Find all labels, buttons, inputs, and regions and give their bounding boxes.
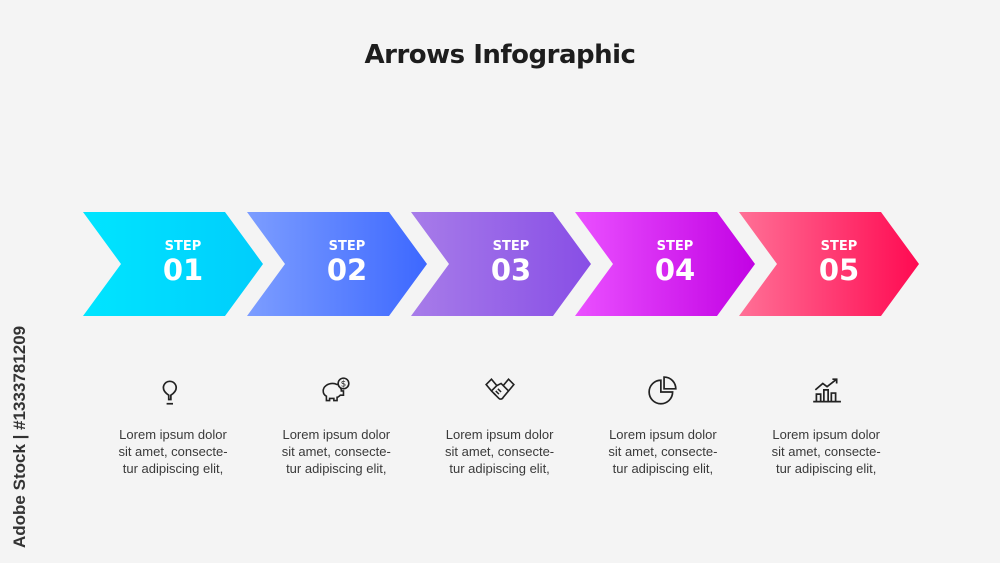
step-description-5: Lorem ipsum dolor sit amet, consecte-tur … [751,376,901,477]
step-description-2: $ Lorem ipsum dolor sit amet, consecte-tur… [261,376,411,477]
description-line: tur adipiscing elit, [612,461,714,476]
step-number: 05 [818,253,860,287]
step-word: STEP [656,239,694,254]
step-label-4: STEP 04 [615,239,735,287]
step-description-3: Lorem ipsum dolor sit amet, consecte-tur … [425,376,575,477]
step-label-3: STEP 03 [451,239,571,287]
arrow-step-1 [83,212,263,316]
piggy-bank-icon: $ [322,377,350,402]
description-line: sit amet, consecte- [445,444,555,459]
pie-chart-icon [648,376,677,405]
description-line: sit amet, consecte- [281,444,391,459]
handshake-icon [484,378,515,400]
arrow-step-4 [575,212,755,316]
step-number: 02 [326,253,368,287]
step-label-2: STEP 02 [287,239,407,287]
step-number: 01 [162,253,204,287]
step-label-1: STEP 01 [123,239,243,287]
step-word: STEP [820,239,858,254]
description-line: sit amet, consecte- [608,444,718,459]
description-line: Lorem ipsum dolor [119,427,227,442]
description-line: Lorem ipsum dolor [609,427,717,442]
bar-chart-growth-icon [813,378,842,403]
step-word: STEP [164,239,202,254]
description-line: tur adipiscing elit, [449,461,550,476]
page-title: Arrows Infographic [364,40,636,70]
step-description-4: Lorem ipsum dolor sit amet, consecte-tur … [588,376,738,477]
arrow-step-5 [739,212,919,316]
description-line: Lorem ipsum dolor [282,427,391,442]
arrow-step-2 [247,212,427,316]
step-word: STEP [328,239,366,254]
description-line: tur adipiscing elit, [286,461,387,476]
step-word: STEP [492,239,530,254]
step-label-5: STEP 05 [779,239,899,287]
description-line: Lorem ipsum dolor [772,427,881,442]
step-number: 03 [490,253,532,287]
step-number: 04 [654,253,696,287]
description-line: Lorem ipsum dolor [445,427,554,442]
description-line: tur adipiscing elit, [122,461,224,476]
watermark: Adobe Stock | #1333781209 [10,325,29,548]
svg-text:$: $ [341,380,346,390]
lightbulb-icon [162,380,178,405]
description-line: sit amet, consecte- [771,444,881,459]
step-description-1: Lorem ipsum dolor sit amet, consecte-tur … [98,376,248,477]
description-line: tur adipiscing elit, [775,461,877,476]
arrow-step-3 [411,212,591,316]
description-line: sit amet, consecte- [118,444,228,459]
